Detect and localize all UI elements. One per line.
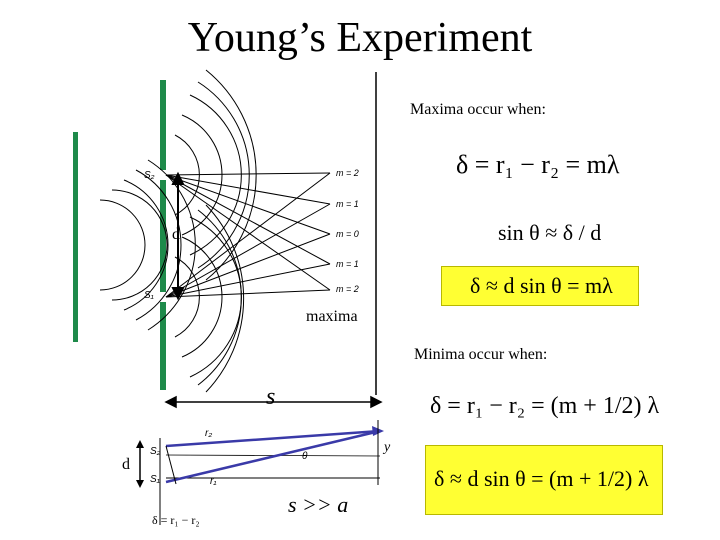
maxima-rays <box>165 172 331 298</box>
minima-box: δ ≈ d sin θ = (m + 1/2) λ <box>425 445 663 515</box>
inset-r2-label: r₂ <box>205 428 213 439</box>
page-title: Young’s Experiment <box>187 15 533 61</box>
max-path-equation: δ = r₁ − r₂ = mλ <box>456 150 620 179</box>
barrier-middle <box>160 180 166 292</box>
barrier-top <box>160 80 166 170</box>
m-label-1: m = 2 <box>336 168 359 178</box>
max-boxed-equation: δ ≈ d sin θ = mλ <box>470 273 613 298</box>
condition-label: s >> a <box>288 492 349 517</box>
maxima-heading: Maxima occur when: <box>410 101 546 118</box>
inset-theta-label: θ <box>302 451 308 462</box>
m-label-3: m = 0 <box>336 229 359 239</box>
m-label-2: m = 1 <box>336 199 359 209</box>
min-path-equation: δ = r₁ − r₂ = (m + 1/2) λ <box>430 393 660 419</box>
barrier-left-top <box>73 132 78 242</box>
s1-wavefronts <box>174 204 245 393</box>
separation-label: d <box>172 226 180 243</box>
inset-y-label: y <box>384 440 391 455</box>
maxima-label: maxima <box>306 308 358 325</box>
inset-delta-label: δ = r₁ − r₂ <box>152 513 200 527</box>
barrier-bottom <box>160 302 166 390</box>
incident-wavefronts <box>99 159 196 331</box>
d-arrow <box>171 171 185 301</box>
m-label-5: m = 2 <box>336 284 359 294</box>
geometry-inset <box>136 420 384 525</box>
inset-s1-label: S₁ <box>150 474 160 485</box>
inset-d-label: d <box>122 456 130 473</box>
slit-s1-label: S₁ <box>144 290 154 301</box>
barrier-left-bottom <box>73 242 78 342</box>
minima-heading: Minima occur when: <box>414 346 548 363</box>
slit-s2-label: S₂ <box>144 170 155 181</box>
m-label-4: m = 1 <box>336 259 359 269</box>
min-boxed-equation: δ ≈ d sin θ = (m + 1/2) λ <box>434 466 649 491</box>
s-arrow <box>164 395 383 409</box>
maxima-box: δ ≈ d sin θ = mλ <box>441 266 639 306</box>
distance-label: s <box>266 384 276 410</box>
sin-approx-equation: sin θ ≈ δ / d <box>498 220 602 245</box>
inset-r1-label: r₁ <box>210 476 217 487</box>
inset-s2-label: S₂ <box>150 446 161 457</box>
